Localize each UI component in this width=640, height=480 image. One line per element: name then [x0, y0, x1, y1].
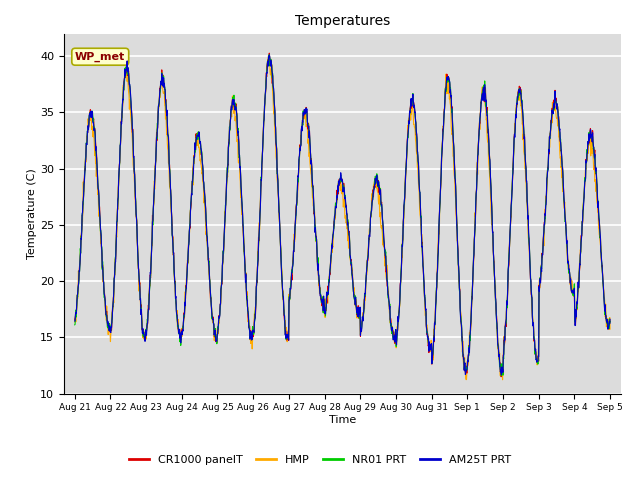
X-axis label: Time: Time: [329, 415, 356, 425]
Title: Temperatures: Temperatures: [295, 14, 390, 28]
Legend: CR1000 panelT, HMP, NR01 PRT, AM25T PRT: CR1000 panelT, HMP, NR01 PRT, AM25T PRT: [125, 451, 515, 469]
Y-axis label: Temperature (C): Temperature (C): [28, 168, 37, 259]
Text: WP_met: WP_met: [75, 51, 125, 62]
